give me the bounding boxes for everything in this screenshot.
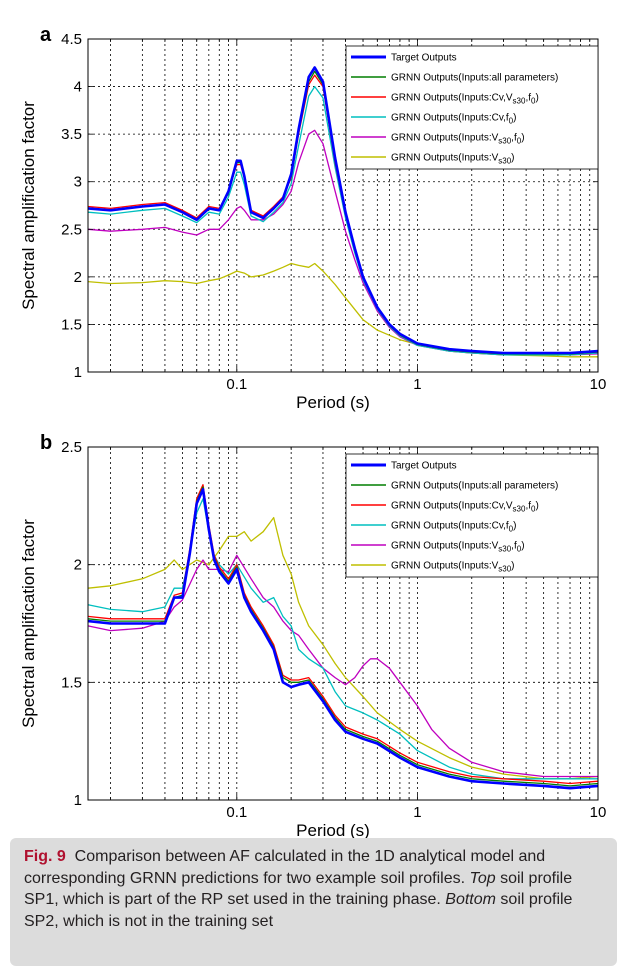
- legend-entry: GRNN Outputs(Inputs:Vs30): [391, 561, 515, 574]
- series-line-5: [87, 554, 598, 778]
- y-tick-label: 1: [74, 364, 82, 381]
- legend-subscript: s30: [498, 137, 511, 146]
- legend-text: ): [513, 521, 516, 532]
- series-line-6: [87, 516, 599, 780]
- legend-subscript: s30: [498, 157, 511, 166]
- legend-entry: GRNN Outputs(Inputs:Vs30,f0): [391, 133, 525, 146]
- legend-text: ,f: [525, 501, 531, 512]
- legend-text: GRNN Outputs(Inputs:all parameters): [391, 481, 558, 492]
- series-group: [87, 66, 599, 358]
- chart-panel-a: 0.1 1 10 1 1.5 2 2.5 3 3.5 4 4.5 Period (s) Spectral…: [19, 24, 606, 412]
- legend-text: GRNN Outputs(Inputs:V: [391, 133, 499, 144]
- legend-text: Target Outputs: [391, 461, 457, 472]
- legend-subscript: 0: [531, 505, 536, 514]
- legend-entry: GRNN Outputs(Inputs:Cv,f0): [391, 113, 516, 126]
- legend-entry: Target Outputs: [391, 461, 457, 472]
- caption-text-1: Comparison between AF calculated in the …: [24, 848, 546, 887]
- y-tick-label: 1: [74, 792, 82, 809]
- legend: Target Outputs GRNN Outputs(Inputs:all pa…: [345, 453, 599, 578]
- legend-text: GRNN Outputs(Inputs:Cv,f: [391, 521, 509, 532]
- x-tick-label: 1: [413, 804, 421, 821]
- legend-entry: GRNN Outputs(Inputs:Cv,Vs30,f0): [391, 501, 539, 514]
- legend-entry: GRNN Outputs(Inputs:Cv,Vs30,f0): [391, 93, 539, 106]
- legend-text: ): [511, 561, 514, 572]
- legend-text: Target Outputs: [391, 53, 457, 64]
- panel-letter: a: [40, 24, 52, 46]
- axes-frame: [87, 38, 599, 373]
- x-axis-label: Period (s): [296, 821, 370, 840]
- legend-entry: Target Outputs: [391, 53, 457, 64]
- legend-text: GRNN Outputs(Inputs:all parameters): [391, 73, 558, 84]
- series-line-1: [87, 66, 599, 355]
- y-tick-label: 2.5: [61, 221, 82, 238]
- series-line-1: [87, 488, 599, 790]
- caption-text-3: soil profile SP2, which is not in the tr…: [24, 891, 573, 930]
- legend-subscript: s30: [498, 545, 511, 554]
- y-tick-label: 4: [74, 79, 82, 96]
- y-tick-label: 1.5: [61, 674, 82, 691]
- y-axis-label: Spectral amplification factor: [19, 101, 38, 310]
- legend-box: [345, 45, 599, 170]
- legend-text: GRNN Outputs(Inputs:Cv,V: [391, 93, 513, 104]
- legend-text: GRNN Outputs(Inputs:V: [391, 541, 499, 552]
- legend: Target Outputs GRNN Outputs(Inputs:all pa…: [345, 45, 599, 170]
- x-axis-label: Period (s): [296, 393, 370, 412]
- legend-entry: GRNN Outputs(Inputs:Vs30): [391, 153, 515, 166]
- legend-entry: GRNN Outputs(Inputs:Vs30,f0): [391, 541, 525, 554]
- caption-bottom-word: Bottom: [445, 891, 496, 908]
- tick-marks: [88, 446, 599, 801]
- y-tick-label: 2: [74, 557, 82, 574]
- legend-subscript: 0: [509, 525, 514, 534]
- legend-text: GRNN Outputs(Inputs:V: [391, 561, 499, 572]
- legend-text: ): [521, 133, 524, 144]
- figure-caption: Fig. 9 Comparison between AF calculated …: [10, 838, 617, 966]
- y-tick-label: 4.5: [61, 31, 82, 48]
- y-tick-label: 1.5: [61, 316, 82, 333]
- y-tick-label: 3: [74, 174, 82, 191]
- axes-frame: [87, 446, 599, 801]
- x-tick-label: 0.1: [226, 804, 247, 821]
- x-tick-label: 10: [590, 376, 607, 393]
- series-group: [87, 484, 599, 790]
- series-line-4: [87, 85, 599, 356]
- chart-panel-b: 0.1 1 10 1 1.5 2 2.5 Period (s) Spectral amplifi…: [19, 432, 606, 840]
- legend-text: ,f: [511, 541, 517, 552]
- legend-subscript: s30: [498, 565, 511, 574]
- tick-marks: [88, 38, 599, 373]
- legend-text: ): [511, 153, 514, 164]
- legend-entry: GRNN Outputs(Inputs:all parameters): [391, 481, 558, 492]
- caption-top-word: Top: [469, 869, 496, 887]
- legend-box: [345, 453, 599, 578]
- legend-entry: GRNN Outputs(Inputs:all parameters): [391, 73, 558, 84]
- legend-entry: GRNN Outputs(Inputs:Cv,f0): [391, 521, 516, 534]
- caption-text-2: soil profile SP1, which is part of the R…: [24, 869, 573, 909]
- legend-subscript: 0: [509, 117, 514, 126]
- legend-subscript: s30: [513, 97, 526, 106]
- legend-subscript: 0: [531, 97, 536, 106]
- x-tick-label: 1: [413, 376, 421, 393]
- caption-label: Fig. 9: [24, 848, 66, 865]
- legend-text: ): [535, 93, 538, 104]
- panel-letter: b: [40, 432, 52, 454]
- legend-text: GRNN Outputs(Inputs:Cv,f: [391, 113, 509, 124]
- legend-text: ): [513, 113, 516, 124]
- legend-text: ,f: [511, 133, 517, 144]
- legend-text: ,f: [525, 93, 531, 104]
- y-axis-label: Spectral amplification factor: [19, 519, 38, 728]
- legend-text: ): [535, 501, 538, 512]
- legend-text: GRNN Outputs(Inputs:V: [391, 153, 499, 164]
- legend-subscript: 0: [517, 545, 522, 554]
- y-tick-label: 2.5: [61, 439, 82, 456]
- y-tick-label: 3.5: [61, 126, 82, 143]
- legend-text: GRNN Outputs(Inputs:Cv,V: [391, 501, 513, 512]
- y-tick-label: 2: [74, 269, 82, 286]
- legend-subscript: s30: [513, 505, 526, 514]
- x-tick-label: 10: [590, 804, 607, 821]
- legend-subscript: 0: [517, 137, 522, 146]
- legend-text: ): [521, 541, 524, 552]
- x-tick-label: 0.1: [226, 376, 247, 393]
